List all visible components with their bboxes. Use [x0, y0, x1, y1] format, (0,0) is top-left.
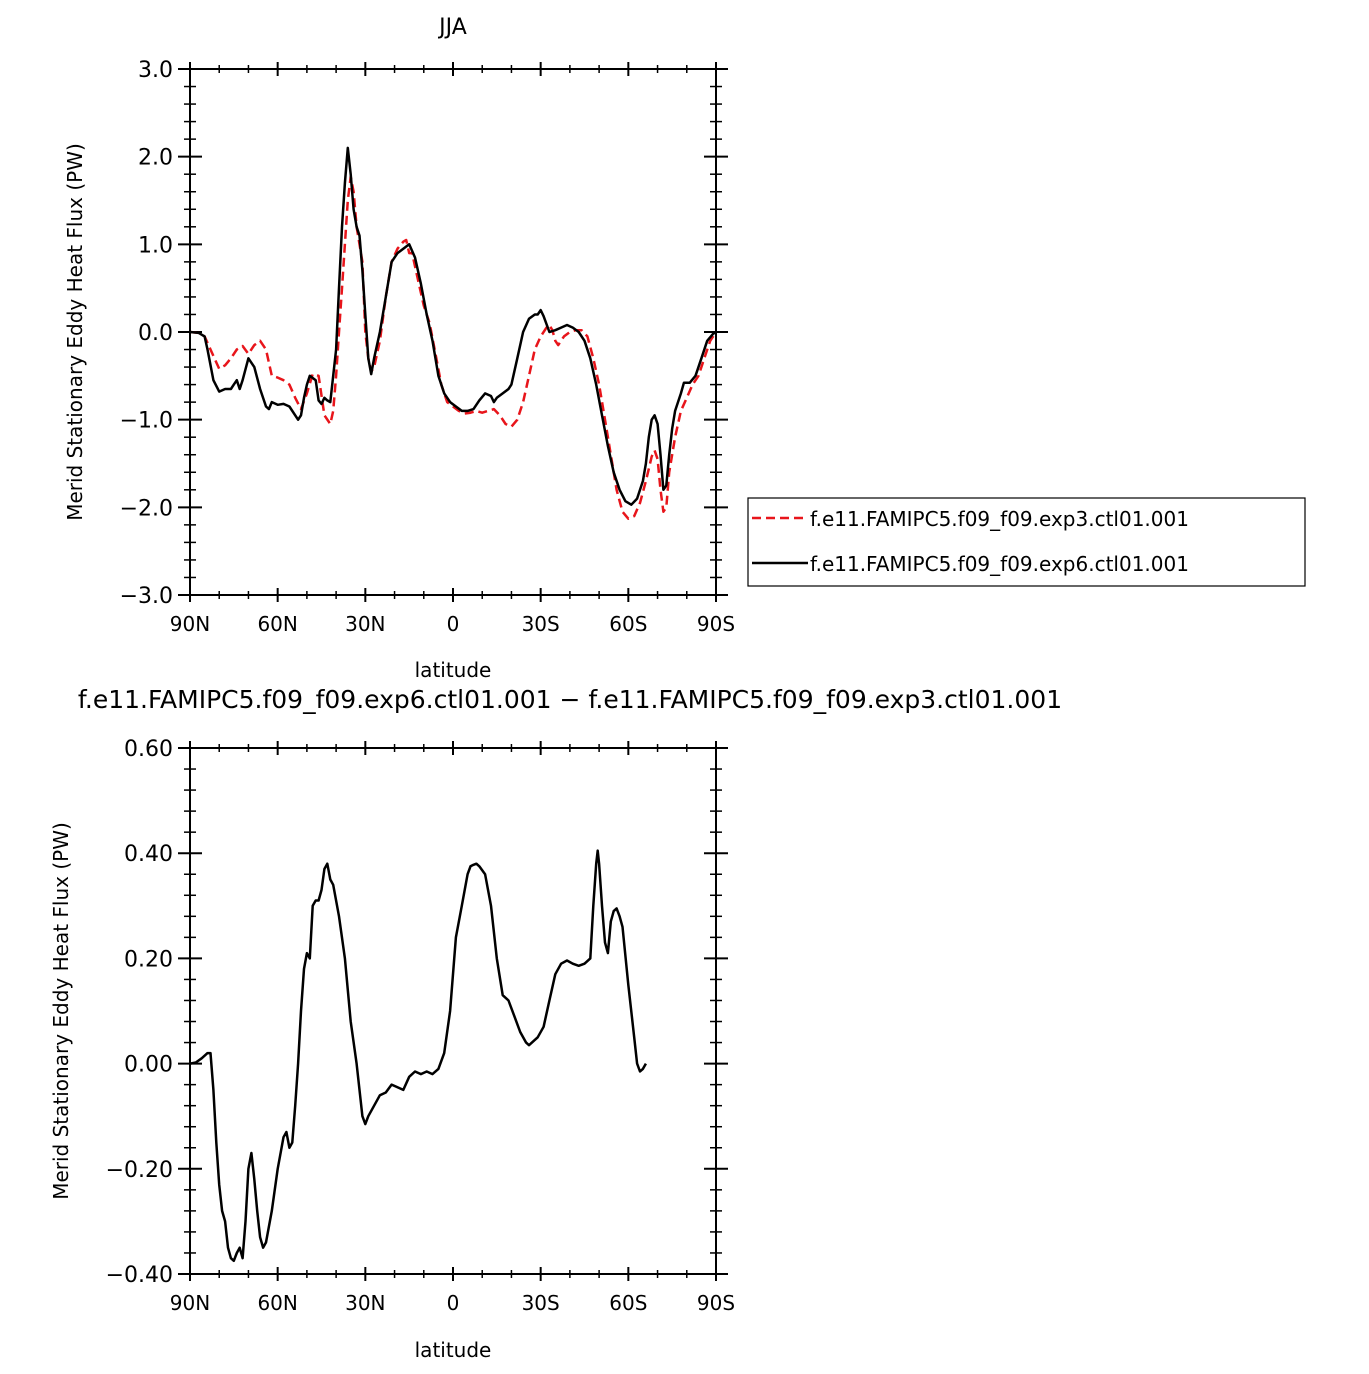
- x-tick-label: 90S: [697, 612, 735, 636]
- x-tick-label: 90N: [170, 612, 210, 636]
- y-tick-label: 0.00: [124, 1053, 173, 1078]
- top-chart-ticks: [178, 62, 728, 602]
- y-tick-label: 0.0: [138, 321, 173, 346]
- series-line-exp6: [190, 146, 716, 506]
- y-tick-label: −0.40: [106, 1263, 173, 1288]
- y-tick-label: −0.20: [106, 1158, 173, 1183]
- x-tick-label: 0: [447, 612, 460, 636]
- y-tick-label: 0.20: [124, 947, 173, 972]
- x-tick-label: 60S: [609, 612, 647, 636]
- y-tick-label: 0.60: [124, 737, 173, 762]
- x-tick-label: 90N: [170, 1291, 210, 1315]
- y-tick-label: 2.0: [138, 146, 173, 171]
- legend-label-exp3: f.e11.FAMIPC5.f09_f09.exp3.ctl01.001: [810, 507, 1189, 531]
- top-chart-series: [190, 146, 716, 520]
- top-chart-ylabel: Merid Stationary Eddy Heat Flux (PW): [63, 143, 87, 521]
- top-chart-frame: [189, 68, 717, 596]
- bottom-chart-tick-labels: 90N 60N 30N 0 30S 60S 90S 0.60 0.40 0.20 0.00 −0.20…: [106, 737, 736, 1315]
- top-chart: JJA 90N 60N 30N 0 30S 60S 90S 3.0 2.0 1.0 0.0 −1.0 −…: [63, 15, 735, 682]
- y-tick-label: −3.0: [120, 584, 173, 609]
- difference-line: [190, 849, 647, 1263]
- bottom-chart-series: [190, 849, 647, 1263]
- x-tick-label: 30S: [522, 1291, 560, 1315]
- top-chart-xlabel: latitude: [415, 658, 492, 682]
- bottom-chart-title: f.e11.FAMIPC5.f09_f09.exp6.ctl01.001 − f…: [78, 685, 1062, 714]
- top-chart-title: JJA: [437, 15, 467, 40]
- bottom-chart-xlabel: latitude: [415, 1338, 492, 1362]
- x-tick-label: 60S: [609, 1291, 647, 1315]
- series-line-exp3: [190, 175, 716, 520]
- bottom-chart-ticks: [178, 741, 728, 1281]
- y-tick-label: −1.0: [120, 409, 173, 434]
- x-tick-label: 60N: [257, 612, 297, 636]
- x-tick-label: 0: [447, 1291, 460, 1315]
- top-chart-tick-labels: 90N 60N 30N 0 30S 60S 90S 3.0 2.0 1.0 0.0 −1.0 −2.0 −…: [120, 58, 736, 636]
- x-tick-label: 30S: [522, 612, 560, 636]
- legend-box: [747, 497, 1306, 587]
- legend-label-exp6: f.e11.FAMIPC5.f09_f09.exp6.ctl01.001: [810, 552, 1189, 576]
- x-tick-label: 60N: [257, 1291, 297, 1315]
- y-tick-label: 1.0: [138, 233, 173, 258]
- y-tick-label: −2.0: [120, 496, 173, 521]
- x-tick-label: 30N: [345, 1291, 385, 1315]
- x-tick-label: 30N: [345, 612, 385, 636]
- legend: f.e11.FAMIPC5.f09_f09.exp3.ctl01.001 f.e…: [747, 497, 1306, 587]
- bottom-chart-frame: [189, 747, 717, 1275]
- x-tick-label: 90S: [697, 1291, 735, 1315]
- y-tick-label: 0.40: [124, 842, 173, 867]
- y-tick-label: 3.0: [138, 58, 173, 83]
- bottom-chart: f.e11.FAMIPC5.f09_f09.exp6.ctl01.001 − f…: [49, 685, 1062, 1362]
- bottom-chart-ylabel: Merid Stationary Eddy Heat Flux (PW): [49, 822, 73, 1200]
